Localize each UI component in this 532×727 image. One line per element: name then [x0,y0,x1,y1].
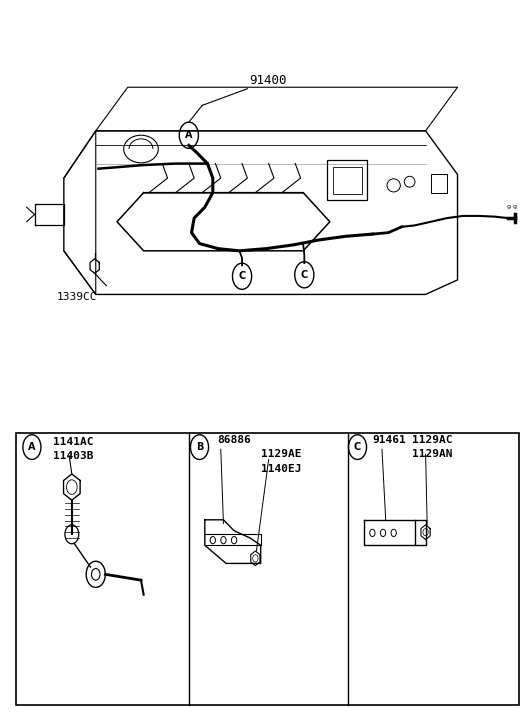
Text: 1140EJ: 1140EJ [261,464,301,474]
Text: 1129AE: 1129AE [261,449,301,459]
Text: A: A [28,442,36,452]
Text: 1141AC: 1141AC [53,437,94,447]
Text: C: C [301,270,308,280]
Text: 1339CC: 1339CC [57,292,97,302]
Text: C: C [354,442,361,452]
Text: 1129AN: 1129AN [412,449,453,459]
Bar [16,433,519,705]
Text: 86886: 86886 [217,435,251,445]
Text: g g: g g [507,204,517,209]
Text: C: C [238,271,246,281]
Text: 11403B: 11403B [53,451,94,461]
Text: 1129AC: 1129AC [412,435,453,445]
Text: 91400: 91400 [249,74,286,87]
Text: B: B [196,442,203,452]
Text: A: A [185,130,193,140]
Text: 91461: 91461 [372,435,406,445]
